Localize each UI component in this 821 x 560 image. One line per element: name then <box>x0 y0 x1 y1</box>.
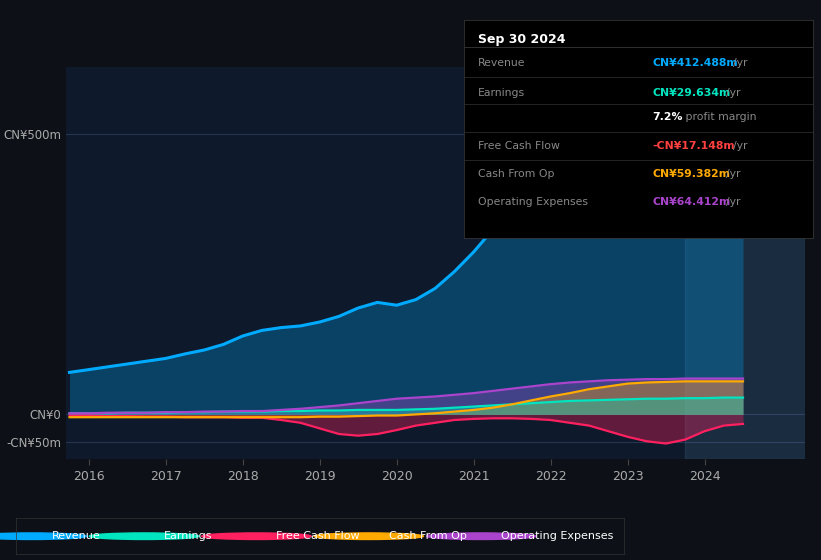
Circle shape <box>0 533 86 539</box>
Text: /yr: /yr <box>726 169 740 179</box>
Text: /yr: /yr <box>726 88 740 98</box>
Text: -CN¥17.148m: -CN¥17.148m <box>653 141 735 151</box>
Bar <box>686 67 820 459</box>
Text: Cash From Op: Cash From Op <box>478 169 554 179</box>
Text: Revenue: Revenue <box>478 58 525 68</box>
Text: CN¥412.488m: CN¥412.488m <box>653 58 738 68</box>
Text: CN¥64.412m: CN¥64.412m <box>653 197 731 207</box>
Text: Operating Expenses: Operating Expenses <box>502 531 613 541</box>
Text: Earnings: Earnings <box>478 88 525 98</box>
Text: Sep 30 2024: Sep 30 2024 <box>478 32 566 46</box>
Text: profit margin: profit margin <box>681 112 756 122</box>
Circle shape <box>202 533 311 539</box>
Text: Free Cash Flow: Free Cash Flow <box>478 141 560 151</box>
Text: CN¥59.382m: CN¥59.382m <box>653 169 731 179</box>
Text: /yr: /yr <box>726 197 740 207</box>
Text: Free Cash Flow: Free Cash Flow <box>277 531 360 541</box>
Text: 7.2%: 7.2% <box>653 112 683 122</box>
Text: Cash From Op: Cash From Op <box>389 531 466 541</box>
Text: Operating Expenses: Operating Expenses <box>478 197 588 207</box>
Text: /yr: /yr <box>733 141 747 151</box>
Text: Revenue: Revenue <box>52 531 100 541</box>
Text: Earnings: Earnings <box>164 531 213 541</box>
Text: CN¥29.634m: CN¥29.634m <box>653 88 731 98</box>
Circle shape <box>89 533 199 539</box>
Circle shape <box>427 533 536 539</box>
Circle shape <box>314 533 424 539</box>
Text: /yr: /yr <box>733 58 747 68</box>
